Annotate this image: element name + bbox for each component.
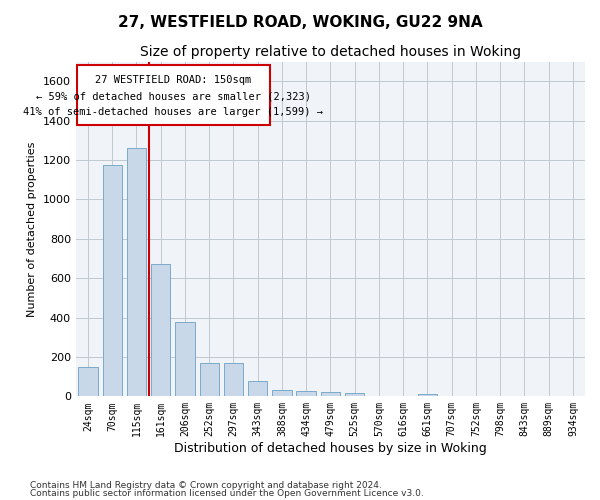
Title: Size of property relative to detached houses in Woking: Size of property relative to detached ho… bbox=[140, 45, 521, 59]
Bar bbox=[175, 322, 194, 396]
Text: ← 59% of detached houses are smaller (2,323): ← 59% of detached houses are smaller (2,… bbox=[36, 91, 311, 101]
FancyBboxPatch shape bbox=[77, 66, 270, 124]
Text: 41% of semi-detached houses are larger (1,599) →: 41% of semi-detached houses are larger (… bbox=[23, 106, 323, 117]
Bar bbox=[78, 367, 98, 396]
Bar bbox=[224, 363, 243, 396]
X-axis label: Distribution of detached houses by size in Woking: Distribution of detached houses by size … bbox=[174, 442, 487, 455]
Bar bbox=[127, 148, 146, 396]
Bar bbox=[103, 165, 122, 396]
Bar bbox=[151, 264, 170, 396]
Bar bbox=[272, 390, 292, 396]
Text: 27, WESTFIELD ROAD, WOKING, GU22 9NA: 27, WESTFIELD ROAD, WOKING, GU22 9NA bbox=[118, 15, 482, 30]
Bar bbox=[418, 394, 437, 396]
Bar bbox=[200, 363, 219, 396]
Text: Contains public sector information licensed under the Open Government Licence v3: Contains public sector information licen… bbox=[30, 488, 424, 498]
Text: Contains HM Land Registry data © Crown copyright and database right 2024.: Contains HM Land Registry data © Crown c… bbox=[30, 481, 382, 490]
Text: 27 WESTFIELD ROAD: 150sqm: 27 WESTFIELD ROAD: 150sqm bbox=[95, 76, 251, 86]
Bar bbox=[248, 380, 268, 396]
Bar bbox=[345, 394, 364, 396]
Bar bbox=[296, 392, 316, 396]
Bar bbox=[321, 392, 340, 396]
Y-axis label: Number of detached properties: Number of detached properties bbox=[28, 142, 37, 316]
